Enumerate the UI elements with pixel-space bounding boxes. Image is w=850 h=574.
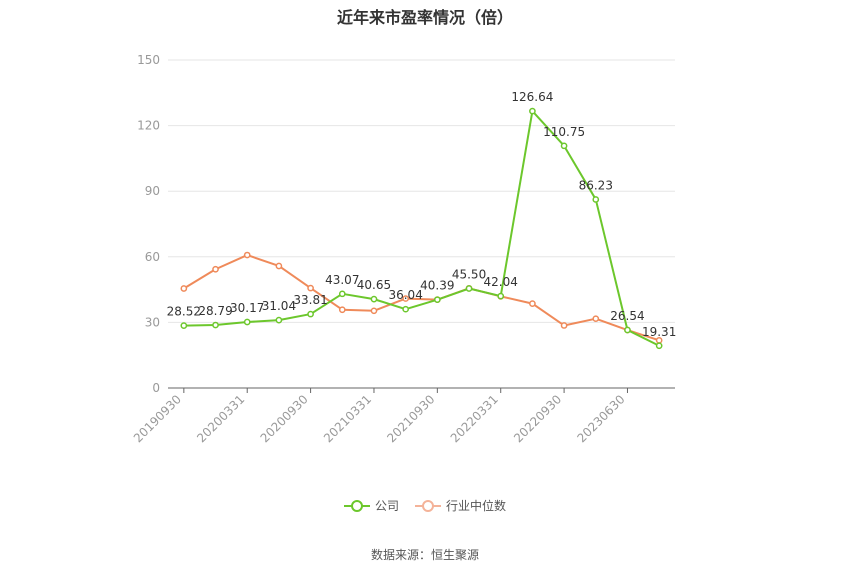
series-0-point-0	[180, 322, 188, 329]
series-0-point-7	[402, 305, 410, 313]
data-label-8: 40.39	[420, 279, 454, 293]
data-label-10: 42.04	[484, 275, 518, 289]
chart-title: 近年来市盈率情况（倍）	[336, 8, 513, 27]
series-line-0	[183, 110, 660, 347]
x-tick-label-20220331: 20220331	[448, 392, 501, 445]
series-0-point-4	[307, 310, 314, 318]
legend-swatch-industry-median	[415, 499, 441, 512]
y-tick-label-30: 30	[145, 315, 160, 329]
series-1-point-11	[529, 300, 536, 307]
data-label-15: 19.31	[642, 325, 676, 339]
legend-item-company[interactable]: 公司	[343, 497, 399, 514]
series-1-point-0	[180, 285, 188, 292]
y-tick-label-0: 0	[152, 381, 160, 395]
data-label-12: 110.75	[543, 125, 585, 139]
series-0-point-2	[243, 318, 251, 326]
data-label-6: 40.65	[357, 278, 391, 292]
legend: 公司 行业中位数	[0, 497, 850, 514]
x-tick-label-20220930: 20220930	[511, 392, 564, 445]
series-0-point-12	[560, 142, 568, 150]
series-1-point-4	[307, 284, 314, 292]
series-1-point-5	[338, 306, 346, 314]
series-1-point-3	[275, 262, 283, 270]
data-label-13: 86.23	[579, 178, 613, 192]
series-1-point-13	[592, 315, 600, 323]
data-label-5: 43.07	[325, 273, 359, 287]
x-tick-label-20210930: 20210930	[384, 392, 437, 445]
series-1-point-12	[560, 322, 568, 329]
series-1-point-2	[243, 251, 251, 259]
series-0-point-10	[497, 292, 505, 300]
series-1-point-6	[370, 307, 378, 315]
x-tick-label-20190930: 20190930	[131, 392, 184, 445]
data-label-11: 126.64	[511, 90, 553, 104]
series-0-point-1	[212, 321, 219, 329]
y-tick-label-90: 90	[145, 184, 160, 198]
series-0-point-13	[592, 196, 600, 203]
x-tick-label-20230630: 20230630	[575, 392, 628, 445]
series-0-point-14	[624, 326, 631, 334]
data-label-7: 36.04	[388, 288, 422, 302]
data-label-9: 45.50	[452, 268, 486, 282]
x-tick-label-20210331: 20210331	[321, 392, 374, 445]
x-tick-label-20200331: 20200331	[194, 392, 247, 445]
series-layer	[180, 107, 663, 350]
series-0-point-6	[370, 295, 378, 303]
series-0-point-9	[465, 285, 473, 292]
legend-item-industry-median[interactable]: 行业中位数	[415, 497, 506, 514]
data-label-14: 26.54	[610, 309, 644, 323]
series-0-point-5	[338, 290, 346, 298]
data-label-4: 33.81	[293, 293, 327, 307]
series-1-point-1	[212, 265, 219, 273]
series-0-point-3	[275, 316, 283, 324]
series-0-point-8	[433, 296, 441, 304]
data-label-2: 30.17	[230, 301, 264, 315]
y-tick-label-150: 150	[137, 53, 160, 67]
source-note: 数据来源：恒生聚源	[370, 548, 479, 562]
series-1-point-7	[402, 295, 410, 302]
legend-swatch-company	[343, 499, 370, 512]
y-tick-label-60: 60	[145, 250, 160, 264]
legend-label-company: 公司	[374, 499, 399, 513]
legend-label-industry-median: 行业中位数	[446, 499, 507, 513]
data-label-0: 28.52	[167, 305, 201, 319]
data-label-3: 31.04	[262, 299, 296, 313]
series-0-point-11	[529, 107, 536, 115]
data-label-1: 28.79	[198, 304, 232, 318]
series-line-1	[183, 254, 660, 342]
series-0-point-15	[655, 342, 663, 350]
y-tick-label-120: 120	[137, 119, 160, 133]
x-tick-label-20200930: 20200930	[258, 392, 311, 445]
